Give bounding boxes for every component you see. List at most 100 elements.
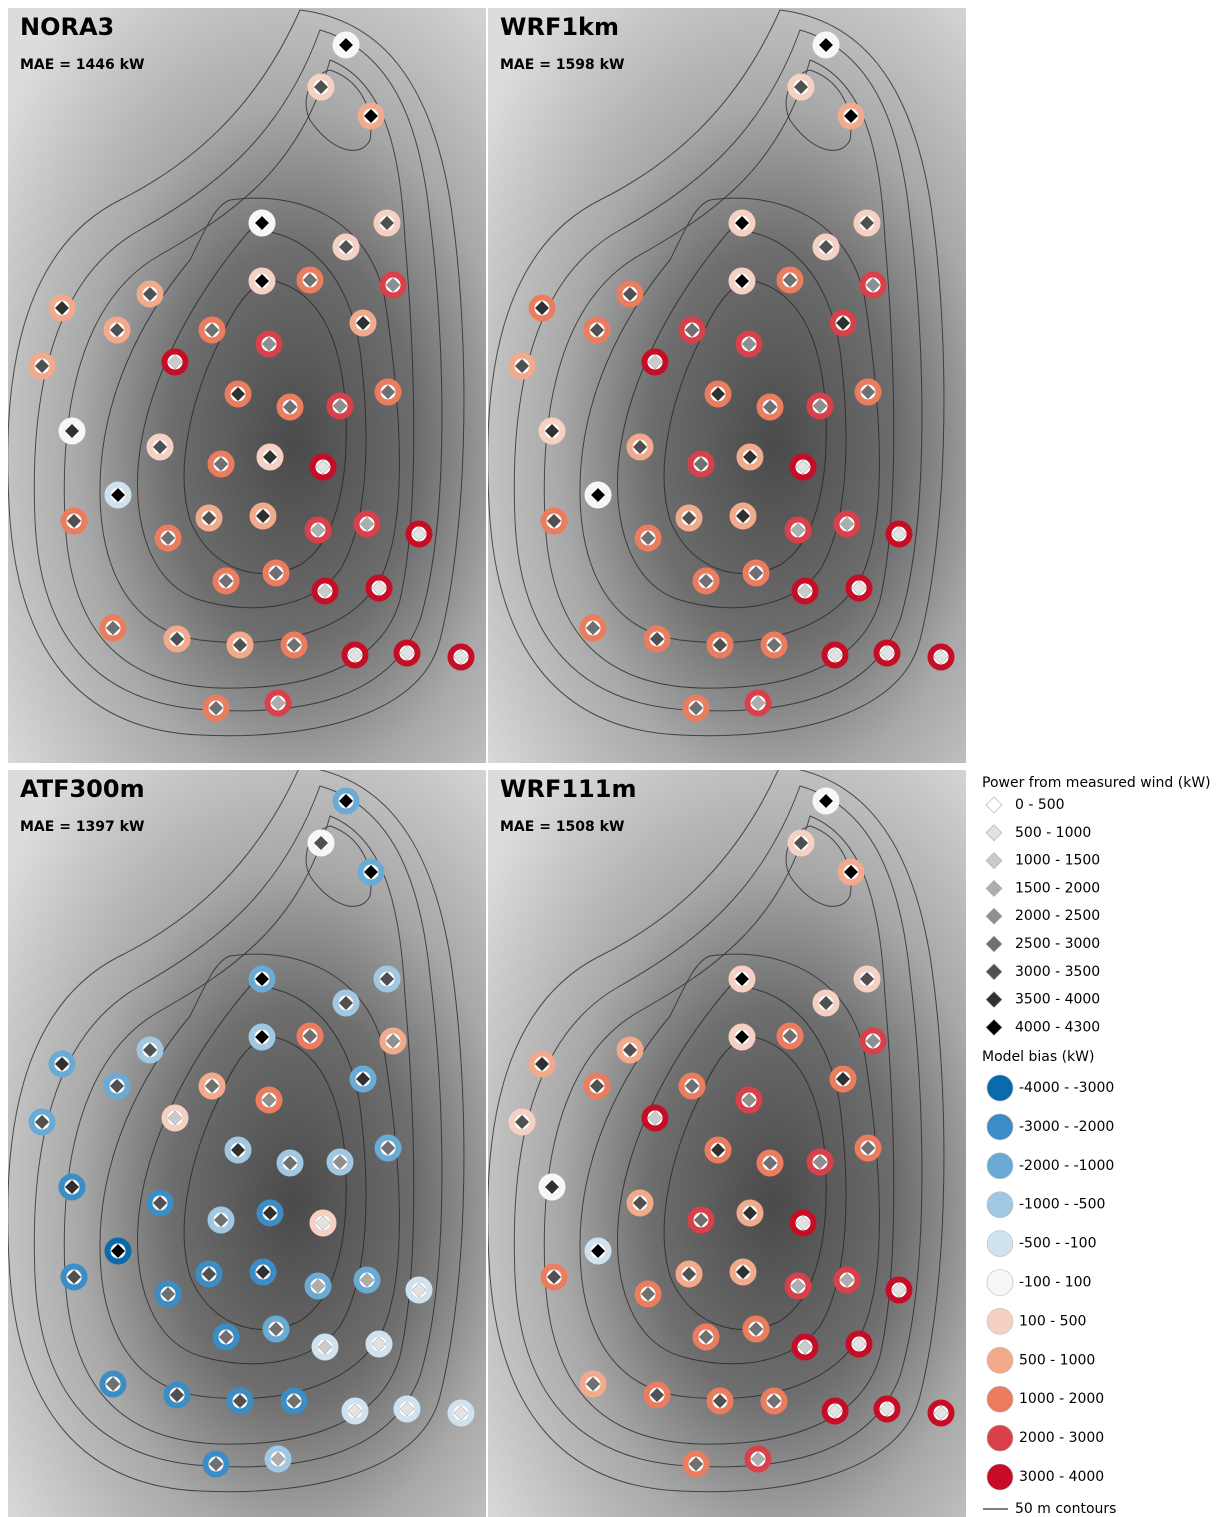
site-marker xyxy=(252,969,273,990)
site-marker xyxy=(451,647,472,668)
site-marker xyxy=(300,270,321,291)
site-marker xyxy=(645,352,666,373)
site-marker xyxy=(268,693,289,714)
site-marker xyxy=(103,618,124,639)
site-marker xyxy=(795,581,816,602)
panel-mae: MAE = 1397 kW xyxy=(20,819,144,835)
site-marker xyxy=(150,437,171,458)
site-marker xyxy=(788,520,809,541)
site-marker xyxy=(710,635,731,656)
site-marker xyxy=(32,356,53,377)
site-marker xyxy=(733,506,754,527)
site-marker xyxy=(620,284,641,305)
site-marker xyxy=(259,1090,280,1111)
site-marker xyxy=(378,1138,399,1159)
site-marker xyxy=(108,1241,129,1262)
site-marker xyxy=(409,1280,430,1301)
site-marker xyxy=(889,524,910,545)
site-marker xyxy=(345,645,366,666)
site-marker xyxy=(52,1054,73,1075)
site-marker xyxy=(686,698,707,719)
site-marker xyxy=(732,1027,753,1048)
bias-swatch xyxy=(987,1425,1013,1451)
site-marker xyxy=(315,581,336,602)
site-marker xyxy=(313,457,334,478)
map-panel: ATF300mMAE = 1397 kW xyxy=(8,766,486,1517)
site-marker xyxy=(858,382,879,403)
site-marker xyxy=(361,862,382,883)
site-marker xyxy=(206,1454,227,1475)
site-marker xyxy=(266,1319,287,1340)
site-marker xyxy=(810,396,831,417)
site-marker xyxy=(64,1267,85,1288)
site-marker xyxy=(588,485,609,506)
site-marker xyxy=(630,1193,651,1214)
site-marker xyxy=(315,1337,336,1358)
site-marker xyxy=(532,1054,553,1075)
site-marker xyxy=(746,1319,767,1340)
site-marker xyxy=(583,1374,604,1395)
site-marker xyxy=(253,1262,274,1283)
bias-swatch xyxy=(987,1464,1013,1490)
site-marker xyxy=(740,1203,761,1224)
site-marker xyxy=(165,1108,186,1129)
site-marker xyxy=(216,1327,237,1348)
site-marker xyxy=(107,1076,128,1097)
legend-label: -4000 - -3000 xyxy=(1019,1080,1114,1096)
site-marker xyxy=(638,528,659,549)
site-marker xyxy=(336,35,357,56)
legend-label: -2000 - -1000 xyxy=(1019,1158,1114,1174)
site-marker xyxy=(357,514,378,535)
legend-label: 1000 - 2000 xyxy=(1019,1391,1104,1407)
site-marker xyxy=(696,1327,717,1348)
site-marker xyxy=(336,993,357,1014)
site-marker xyxy=(311,77,332,98)
site-marker xyxy=(512,1112,533,1133)
site-marker xyxy=(103,1374,124,1395)
site-marker xyxy=(833,313,854,334)
site-marker xyxy=(383,1031,404,1052)
site-marker xyxy=(931,647,952,668)
site-marker xyxy=(369,1334,390,1355)
site-marker xyxy=(284,635,305,656)
site-marker xyxy=(397,643,418,664)
site-marker xyxy=(336,237,357,258)
site-marker xyxy=(696,571,717,592)
legend-label: 50 m contours xyxy=(1015,1501,1116,1517)
site-marker xyxy=(336,791,357,812)
site-marker xyxy=(107,320,128,341)
legend-label: -1000 - -500 xyxy=(1019,1197,1105,1213)
legend-label: 2000 - 2500 xyxy=(1015,908,1100,924)
bias-swatch xyxy=(987,1386,1013,1412)
site-marker xyxy=(748,1449,769,1470)
site-marker xyxy=(931,1403,952,1424)
site-marker xyxy=(228,384,249,405)
site-marker xyxy=(397,1399,418,1420)
site-marker xyxy=(708,384,729,405)
site-marker xyxy=(542,421,563,442)
site-marker xyxy=(816,993,837,1014)
legend-label: 3000 - 3500 xyxy=(1015,964,1100,980)
site-marker xyxy=(532,298,553,319)
site-marker xyxy=(691,1210,712,1231)
bias-swatch xyxy=(987,1308,1013,1334)
site-marker xyxy=(877,643,898,664)
site-marker xyxy=(795,1337,816,1358)
site-marker xyxy=(52,298,73,319)
site-marker xyxy=(202,320,223,341)
site-marker xyxy=(353,1069,374,1090)
map-area xyxy=(8,766,486,1517)
site-marker xyxy=(211,454,232,475)
site-marker xyxy=(62,1177,83,1198)
site-marker xyxy=(837,1270,858,1291)
bias-swatch xyxy=(987,1231,1013,1257)
bias-swatch xyxy=(987,1270,1013,1296)
legend-label: 3000 - 4000 xyxy=(1019,1469,1104,1485)
legend-label: 2000 - 3000 xyxy=(1019,1430,1104,1446)
site-marker xyxy=(858,1138,879,1159)
legend-title: Power from measured wind (kW) xyxy=(982,775,1211,791)
map-area xyxy=(488,766,966,1517)
site-marker xyxy=(760,397,781,418)
site-marker xyxy=(780,270,801,291)
power-swatch xyxy=(986,797,1002,813)
